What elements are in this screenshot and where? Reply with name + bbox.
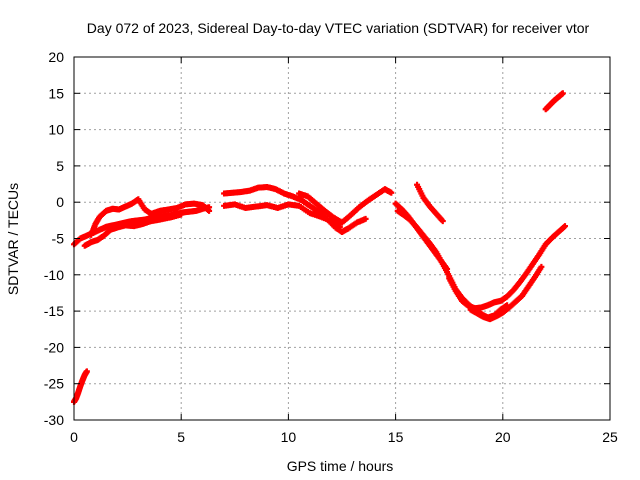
y-tick-label: 15	[48, 85, 64, 101]
data-point	[559, 90, 566, 97]
x-tick-label: 0	[70, 429, 78, 445]
grid-layer	[74, 57, 610, 420]
x-tick-label: 10	[281, 429, 297, 445]
x-axis-label: GPS time / hours	[287, 458, 394, 474]
y-tick-label: 0	[56, 194, 64, 210]
x-tick-label: 25	[602, 429, 618, 445]
ticks-layer	[73, 56, 611, 421]
x-tick-label: 15	[388, 429, 404, 445]
points-layer	[71, 90, 568, 405]
y-tick-label: -30	[44, 412, 64, 428]
y-tick-label: 20	[48, 49, 64, 65]
labels-layer: 0 5 10 15 20 25 -30 -25 -20 -15 -10 -5 0 5 10 15 20	[44, 49, 618, 445]
y-tick-label: -20	[44, 339, 64, 355]
data-point	[362, 215, 369, 222]
y-tick-label: -5	[52, 231, 65, 247]
data-point	[439, 218, 446, 225]
data-point	[388, 189, 395, 196]
y-tick-label: 5	[56, 158, 64, 174]
y-tick-label: -10	[44, 267, 64, 283]
y-tick-label: -15	[44, 303, 64, 319]
data-point	[538, 263, 545, 270]
data-point	[206, 207, 213, 214]
data-point	[83, 368, 90, 375]
chart-title: Day 072 of 2023, Sidereal Day-to-day VTE…	[87, 20, 590, 36]
x-tick-label: 5	[177, 429, 185, 445]
y-tick-label: -25	[44, 376, 64, 392]
y-tick-label: 10	[48, 122, 64, 138]
y-axis-label: SDTVAR / TECUs	[5, 183, 21, 295]
data-point	[561, 223, 568, 230]
data-point	[336, 223, 343, 230]
data-point	[178, 211, 185, 218]
x-tick-label: 20	[495, 429, 511, 445]
